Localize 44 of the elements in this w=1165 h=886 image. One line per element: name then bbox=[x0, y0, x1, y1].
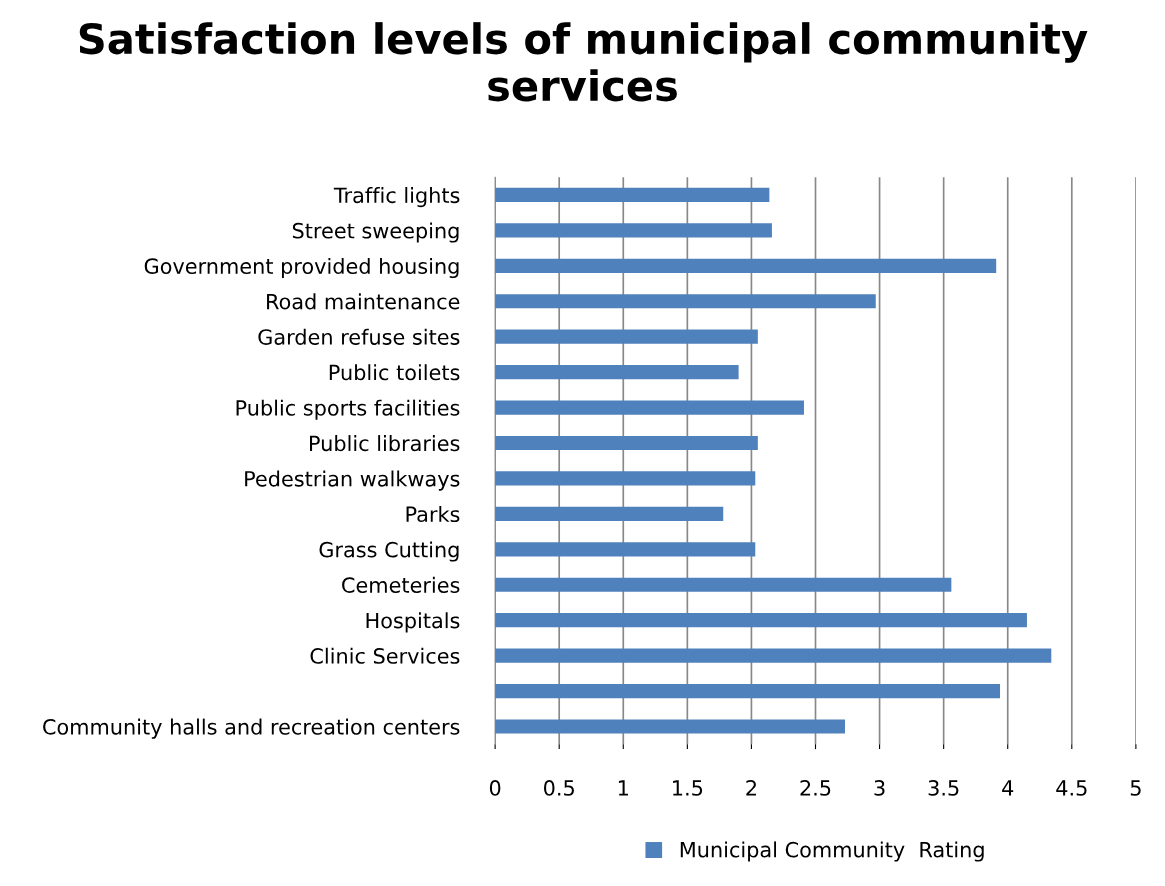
y-tick-label: Hospitals bbox=[366, 612, 460, 633]
bar bbox=[495, 329, 758, 344]
y-tick-label: Road maintenance bbox=[267, 293, 460, 310]
bar bbox=[495, 506, 724, 521]
x-tick-label: 2.5 bbox=[800, 780, 831, 796]
y-tick-label: Government provided housing bbox=[144, 257, 459, 279]
x-tick-label: 3.5 bbox=[928, 780, 959, 796]
y-tick-label: Street sweeping bbox=[292, 222, 459, 243]
bar bbox=[495, 648, 1052, 663]
x-tick-label: 3 bbox=[874, 780, 885, 796]
y-tick-label: Clinic Services bbox=[310, 647, 460, 664]
x-tick-label: 4.5 bbox=[1056, 780, 1087, 796]
x-tick-label: 1 bbox=[618, 780, 628, 796]
x-tick-label: 1.5 bbox=[673, 780, 703, 796]
bar bbox=[495, 400, 804, 415]
y-tick-label: Community halls and recreation centers bbox=[43, 718, 460, 739]
bar bbox=[495, 294, 876, 309]
y-tick-label: Pedestrian walkways bbox=[245, 470, 460, 491]
bar bbox=[495, 258, 997, 273]
y-tick-label: Public sports facilities bbox=[236, 399, 460, 420]
bar bbox=[495, 683, 1001, 699]
x-tick-label: 4 bbox=[1002, 780, 1014, 796]
chart-title: Satisfaction levels of municipal community services bbox=[79, 22, 1088, 102]
y-tick-label: Grass Cutting bbox=[319, 541, 459, 562]
y-tick-label: Garden refuse sites bbox=[258, 328, 460, 345]
bar bbox=[495, 471, 756, 486]
legend-label: Municipal Community Rating bbox=[680, 841, 984, 862]
bar bbox=[495, 435, 758, 451]
y-tick-label: Public libraries bbox=[310, 435, 460, 452]
x-tick-label: 2 bbox=[746, 780, 756, 796]
bar bbox=[495, 719, 845, 734]
x-tick-label: 5 bbox=[1130, 780, 1141, 796]
y-tick-label: Cemeteries bbox=[342, 576, 460, 593]
bar bbox=[495, 613, 1027, 628]
bar bbox=[495, 223, 772, 238]
y-tick-label: Traffic lights bbox=[333, 187, 460, 208]
y-tick-label: Parks bbox=[406, 505, 460, 523]
bar bbox=[495, 187, 770, 203]
bar bbox=[495, 365, 739, 380]
x-tick-label: 0.5 bbox=[544, 780, 574, 796]
bar bbox=[495, 577, 952, 592]
bar bbox=[495, 542, 756, 557]
x-tick-label: 0 bbox=[489, 780, 501, 796]
y-tick-label: Public toilets bbox=[329, 364, 460, 381]
